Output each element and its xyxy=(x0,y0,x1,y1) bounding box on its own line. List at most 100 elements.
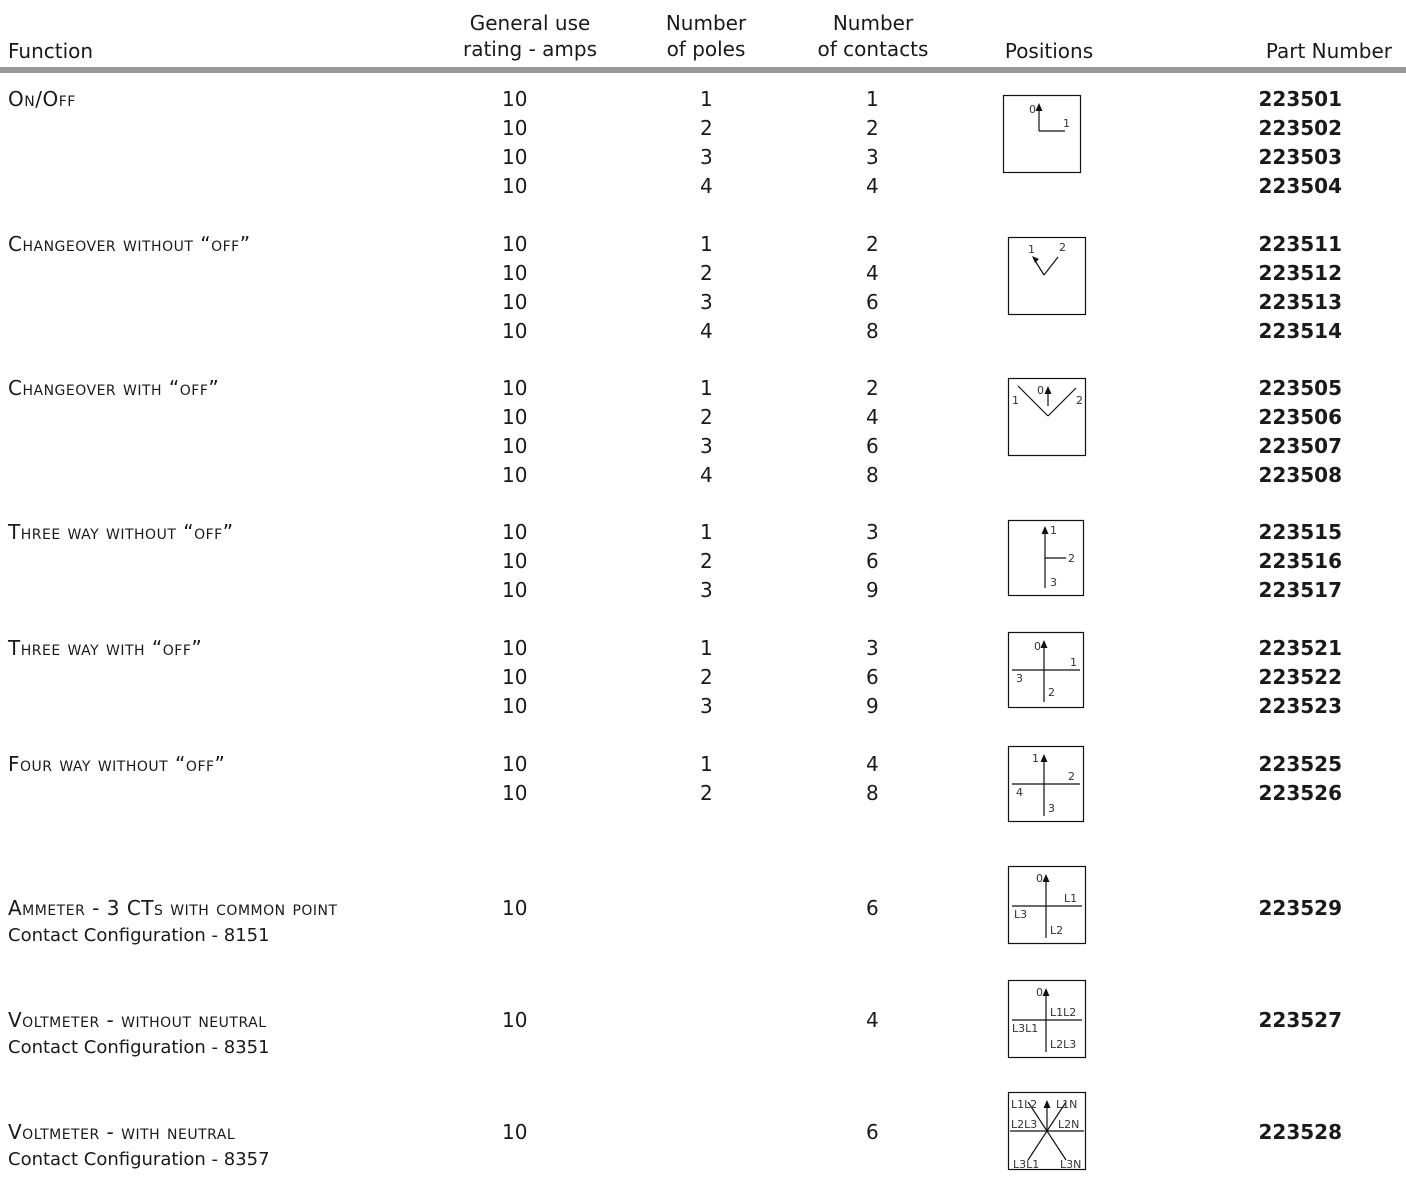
poles-value: 2 xyxy=(700,116,713,140)
poles-value: 1 xyxy=(700,636,713,660)
header-poles-line2: of poles xyxy=(666,37,746,61)
poles-value: 2 xyxy=(700,549,713,573)
positions-diagram: 0 L1L2 L3L1 L2L3 xyxy=(1007,979,1087,1059)
rating-value: 10 xyxy=(502,116,528,140)
contacts-value: 6 xyxy=(866,434,879,458)
contact-configuration: Contact Configuration - 8151 xyxy=(8,925,270,946)
rating-value: 10 xyxy=(502,781,528,805)
positions-diagram: 0 L1 L3 L2 xyxy=(1007,865,1087,945)
poles-value: 3 xyxy=(700,694,713,718)
rating-value: 10 xyxy=(502,520,528,544)
rating-value: 10 xyxy=(502,665,528,689)
header-poles: Number of poles xyxy=(666,10,746,62)
header-positions: Positions xyxy=(1004,39,1094,63)
part-number: 223514 xyxy=(1258,319,1343,343)
rating-value-column: 10 10 xyxy=(502,750,527,808)
part-number-column: 223528 xyxy=(1259,1118,1343,1147)
diagram-label: 0 xyxy=(1029,103,1036,116)
poles-value-column: 1 2 3 xyxy=(700,518,713,605)
contacts-value: 3 xyxy=(866,636,879,660)
poles-value: 1 xyxy=(700,232,713,256)
diagram-label: 0 xyxy=(1034,640,1041,653)
diagram-label: L1 xyxy=(1064,892,1077,905)
poles-value: 1 xyxy=(700,376,713,400)
switch-position-icon: 1 23 xyxy=(1007,519,1085,597)
part-number-column: 223527 xyxy=(1259,1006,1343,1035)
contacts-value: 1 xyxy=(866,87,879,111)
contacts-value-column: 3 6 9 xyxy=(866,634,879,721)
switch-position-icon: L1L2 L1N L2L3 L2N L3L1 L3N xyxy=(1007,1091,1087,1171)
positions-diagram: 1 0 2 xyxy=(1007,377,1087,457)
part-number: 223515 xyxy=(1258,520,1343,544)
part-number: 223523 xyxy=(1258,694,1343,718)
rating-value-column: 10 xyxy=(502,894,527,923)
arrow-head-icon xyxy=(1040,754,1048,762)
header-amps-line2: rating - amps xyxy=(462,37,598,61)
contacts-value: 8 xyxy=(866,781,879,805)
diagram-label: 4 xyxy=(1016,786,1023,799)
rating-value-column: 10 10 10 10 xyxy=(502,85,527,201)
rating-value: 10 xyxy=(502,405,528,429)
poles-value: 4 xyxy=(700,174,713,198)
contacts-value-column: 1 2 3 4 xyxy=(866,85,879,201)
diagram-label: L3N xyxy=(1060,1158,1081,1171)
rating-value: 10 xyxy=(502,752,528,776)
part-number: 223503 xyxy=(1258,145,1343,169)
diagram-label: 3 xyxy=(1050,576,1057,589)
header-part-number: Part Number xyxy=(1265,39,1392,63)
part-number: 223526 xyxy=(1258,781,1343,805)
contacts-value: 4 xyxy=(866,752,879,776)
contacts-value: 4 xyxy=(866,174,879,198)
diagram-label: 3 xyxy=(1016,672,1023,685)
contacts-value-column: 4 xyxy=(866,1006,879,1035)
diagram-label: 2 xyxy=(1059,241,1066,254)
switch-position-icon: 0 L1 L3 L2 xyxy=(1007,865,1087,945)
function-name: Three way with “off” xyxy=(8,636,203,660)
part-number-column: 223521 223522 223523 xyxy=(1259,634,1343,721)
diagram-label: 0 xyxy=(1036,986,1043,999)
part-number: 223525 xyxy=(1258,752,1343,776)
switch-position-icon: 0 1 3 2 xyxy=(1007,631,1085,709)
contacts-value: 6 xyxy=(866,665,879,689)
arrow-head-icon xyxy=(1041,526,1049,534)
header-rule xyxy=(0,67,1406,73)
function-name: Changeover with “off” xyxy=(8,376,220,400)
contacts-value: 8 xyxy=(866,463,879,487)
diagram-label: 1 xyxy=(1028,243,1035,256)
contacts-value: 9 xyxy=(866,694,879,718)
contacts-value: 4 xyxy=(866,405,879,429)
part-number: 223512 xyxy=(1258,261,1343,285)
header-poles-line1: Number xyxy=(665,11,747,35)
poles-value: 2 xyxy=(700,781,713,805)
contacts-value: 4 xyxy=(866,261,879,285)
diagram-label: L2L3 xyxy=(1011,1118,1037,1131)
contact-configuration: Contact Configuration - 8351 xyxy=(8,1037,270,1058)
poles-value-column: 1 2 3 4 xyxy=(700,230,713,346)
part-number: 223522 xyxy=(1258,665,1343,689)
positions-diagram: L1L2 L1N L2L3 L2N L3L1 L3N xyxy=(1007,1091,1087,1171)
contacts-value: 6 xyxy=(866,290,879,314)
contacts-value-column: 6 xyxy=(866,894,879,923)
header-contacts-line2: of contacts xyxy=(817,37,929,61)
poles-value: 4 xyxy=(700,463,713,487)
switch-position-icon: 1 0 2 xyxy=(1007,377,1087,457)
part-number: 223507 xyxy=(1258,434,1343,458)
contacts-value: 8 xyxy=(866,319,879,343)
rating-value-column: 10 xyxy=(502,1006,527,1035)
header-amps-line1: General use xyxy=(469,11,591,35)
rating-value: 10 xyxy=(502,261,528,285)
diagram-label: 2 xyxy=(1068,770,1075,783)
poles-value-column: 1 2 3 4 xyxy=(700,85,713,201)
part-number: 223516 xyxy=(1258,549,1343,573)
part-number-column: 223525 223526 xyxy=(1259,750,1343,808)
arrow-head-icon xyxy=(1040,640,1048,648)
rating-value: 10 xyxy=(502,145,528,169)
poles-value: 2 xyxy=(700,665,713,689)
poles-value-column: 1 2 3 xyxy=(700,634,713,721)
rating-value: 10 xyxy=(502,434,528,458)
part-number-column: 223529 xyxy=(1259,894,1343,923)
